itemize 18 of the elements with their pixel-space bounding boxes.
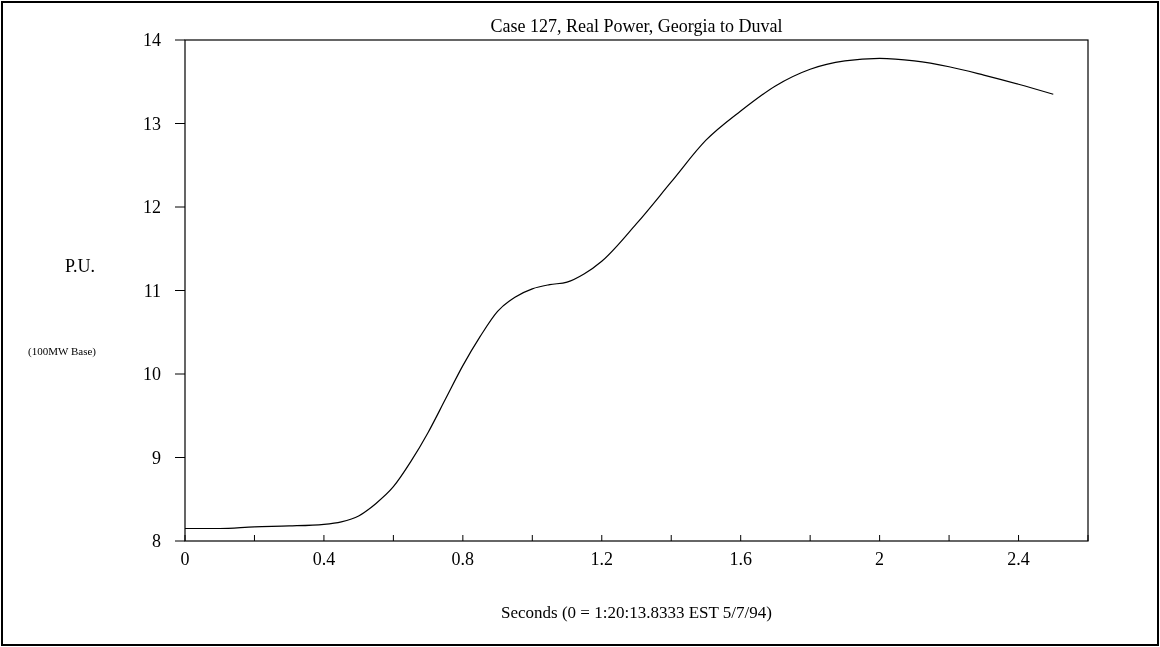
y-tick-label: 14 xyxy=(143,30,161,50)
text: (100MW Base) xyxy=(28,345,97,358)
chart-title: Case 127, Real Power, Georgia to Duval xyxy=(490,16,783,36)
y-tick-label: 13 xyxy=(143,113,161,134)
x-axis-title: Seconds (0 = 1:20:13.8333 EST 5/7/94) xyxy=(501,603,772,622)
x-tick-label: 0.8 xyxy=(451,549,475,569)
y-tick-label: 9 xyxy=(152,447,161,468)
y-tick-label: 12 xyxy=(143,197,161,217)
x-tick-label: 1.2 xyxy=(590,549,614,569)
y-tick-label: 11 xyxy=(143,280,161,301)
y-axis-title: P.U. xyxy=(64,256,96,276)
x-tick-label: 0.4 xyxy=(312,549,336,569)
x-tick-label: 2 xyxy=(875,549,885,569)
x-tick-label: 2.4 xyxy=(1007,549,1030,569)
y-tick-label: 10 xyxy=(143,364,161,384)
x-tick-label: 0 xyxy=(180,549,190,569)
y-tick-label: 8 xyxy=(152,531,161,551)
x-tick-label: 1.6 xyxy=(729,549,752,569)
